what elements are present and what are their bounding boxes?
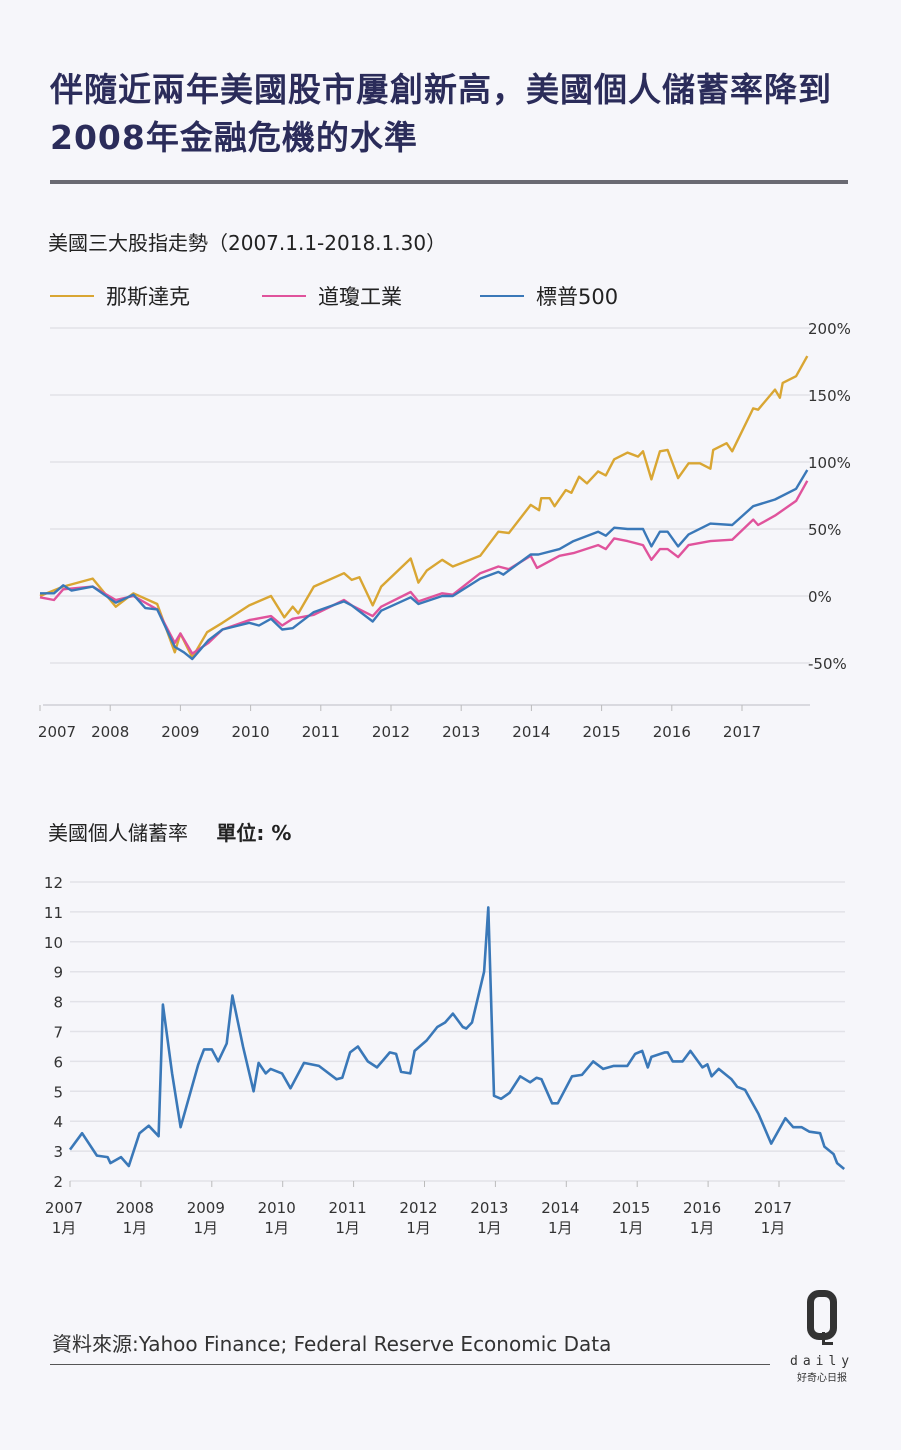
legend-item-sp500: 標普500 (480, 281, 618, 311)
x-tick-label: 2008 (116, 1199, 154, 1217)
qdaily-logo: daily 好奇心日报 (790, 1290, 854, 1384)
y-tick-label: 0% (808, 588, 832, 606)
x-tick-label: 2011 (329, 1199, 367, 1217)
x-tick-label: 2012 (399, 1199, 437, 1217)
x-tick-sublabel: 1月 (690, 1219, 715, 1237)
y-tick-label: 9 (53, 964, 63, 982)
x-tick-sublabel: 1月 (194, 1219, 219, 1237)
y-tick-label: 7 (53, 1024, 63, 1042)
x-tick-label: 2016 (683, 1199, 721, 1217)
x-tick-label: 2007 (38, 723, 76, 741)
x-tick-sublabel: 1月 (761, 1219, 786, 1237)
x-tick-sublabel: 1月 (619, 1219, 644, 1237)
x-tick-label: 2012 (372, 723, 410, 741)
x-tick-sublabel: 1月 (477, 1219, 502, 1237)
x-tick-label: 2010 (232, 723, 270, 741)
x-tick-sublabel: 1月 (123, 1219, 148, 1237)
y-tick-label: 10 (44, 934, 63, 952)
x-tick-sublabel: 1月 (52, 1219, 77, 1237)
series-line-nasdaq (39, 355, 809, 659)
y-tick-label: 6 (53, 1053, 63, 1071)
legend-label-sp500: 標普500 (536, 285, 619, 309)
logo-q-mark (807, 1290, 837, 1345)
y-tick-label: 11 (44, 904, 63, 922)
x-tick-label: 2009 (161, 723, 199, 741)
x-tick-label: 2008 (91, 723, 129, 741)
y-tick-label: 5 (53, 1083, 63, 1101)
x-tick-sublabel: 1月 (406, 1219, 431, 1237)
y-tick-label: 8 (53, 994, 63, 1012)
legend-label-dow: 道瓊工業 (318, 285, 402, 309)
x-tick-label: 2013 (442, 723, 480, 741)
legend-swatch-dow (262, 295, 306, 297)
page-title: 伴隨近兩年美國股市屢創新高，美國個人儲蓄率降到2008年金融危機的水準 (50, 70, 832, 157)
y-tick-label: 2 (53, 1173, 63, 1191)
y-tick-label: 50% (808, 521, 841, 539)
series-line-savings-rate (68, 906, 846, 1170)
legend-swatch-nasdaq (50, 295, 94, 297)
legend-label-nasdaq: 那斯達克 (106, 285, 190, 309)
chart2-unit: 單位: % (216, 821, 292, 845)
chart1-title: 美國三大股指走勢（2007.1.1-2018.1.30） (48, 231, 447, 255)
y-tick-label: 150% (808, 387, 851, 405)
x-tick-label: 2010 (258, 1199, 296, 1217)
legend-item-dow: 道瓊工業 (262, 281, 480, 311)
x-tick-label: 2016 (653, 723, 691, 741)
x-tick-label: 2017 (754, 1199, 792, 1217)
stock-index-chart: 200% 150% 100% 50% 0% -50% 2007 2008 2009 2010 201… (38, 320, 851, 741)
x-tick-label: 2007 (45, 1199, 83, 1217)
savings-rate-chart: 12 11 10 9 8 7 6 5 4 3 2 2007 1月 2008 1月 2009 1月 2010 1月 20… (44, 874, 846, 1237)
x-tick-label: 2015 (612, 1199, 650, 1217)
x-tick-label: 2013 (470, 1199, 508, 1217)
logo-cn: 好奇心日报 (797, 1373, 847, 1384)
chart2-title: 美國個人儲蓄率 (48, 821, 188, 845)
x-tick-sublabel: 1月 (335, 1219, 360, 1237)
x-tick-label: 2014 (512, 723, 550, 741)
x-tick-label: 2014 (541, 1199, 579, 1217)
x-tick-sublabel: 1月 (264, 1219, 289, 1237)
x-tick-sublabel: 1月 (548, 1219, 573, 1237)
y-tick-label: 3 (53, 1143, 63, 1161)
y-tick-label: 200% (808, 320, 851, 338)
x-tick-label: 2015 (583, 723, 621, 741)
x-tick-label: 2017 (723, 723, 761, 741)
x-tick-label: 2011 (302, 723, 340, 741)
y-tick-label: 100% (808, 454, 851, 472)
source-note: 資料來源:Yahoo Finance; Federal Reserve Econ… (52, 1332, 612, 1356)
chart2-title-row: 美國個人儲蓄率 單位: % (48, 817, 291, 846)
series-line-dow (39, 480, 809, 655)
title-divider (50, 180, 848, 184)
legend-swatch-sp500 (480, 295, 524, 297)
logo-word: daily (790, 1354, 855, 1369)
chart1-legend: 那斯達克 道瓊工業 標普500 (50, 281, 618, 311)
y-tick-label: 12 (44, 874, 63, 892)
footer-divider (50, 1364, 770, 1365)
y-tick-label: -50% (808, 655, 847, 673)
x-tick-label: 2009 (187, 1199, 225, 1217)
legend-item-nasdaq: 那斯達克 (50, 281, 262, 311)
series-line-sp500 (40, 469, 809, 661)
y-tick-label: 4 (53, 1113, 63, 1131)
